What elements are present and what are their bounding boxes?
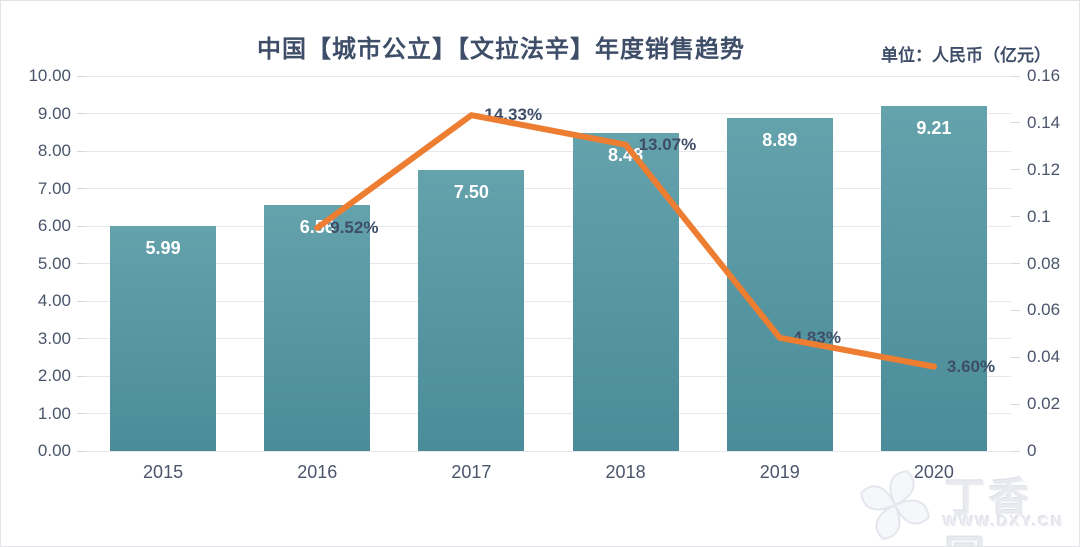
right-axis-tick-label: 0.04 [1027, 347, 1061, 367]
right-axis-tick-label: 0.14 [1027, 112, 1061, 132]
right-axis-tick-label: 0.08 [1027, 253, 1061, 273]
gridline [86, 375, 1011, 377]
right-axis-tick-label: 0.02 [1027, 394, 1061, 414]
right-axis-tick [1011, 263, 1020, 264]
left-axis-tick-label: 3.00 [37, 328, 71, 348]
bar-value-label: 8.89 [762, 129, 798, 150]
bar-2015 [110, 226, 217, 451]
gridline [86, 263, 1011, 264]
right-axis-tick-label: 0.16 [1027, 66, 1061, 85]
x-axis-label: 2020 [913, 462, 954, 482]
left-axis-tick-label: 0.00 [37, 441, 71, 460]
left-axis-tick [77, 375, 86, 377]
left-axis-tick [77, 188, 86, 189]
right-axis-tick-label: 0.12 [1027, 159, 1061, 179]
right-axis-tick [1011, 450, 1020, 452]
bar-value-label: 7.50 [453, 181, 489, 202]
left-axis-tick-label: 6.00 [37, 216, 71, 235]
watermark-brand: 丁香园 [945, 476, 1033, 546]
chart-title: 中国【城市公立】【文拉法辛】年度销售趋势 [257, 37, 745, 63]
growth-value-label: 9.52% [330, 217, 379, 237]
right-axis-tick-label: 0 [1027, 441, 1037, 460]
left-axis-tick [77, 338, 86, 339]
bar-value-label: 9.21 [916, 117, 952, 138]
left-axis-tick [77, 300, 86, 302]
growth-value-label: 3.60% [946, 356, 996, 376]
gridline [86, 150, 1011, 152]
watermark: 丁香园 WWW.DXY.CN [851, 463, 1076, 546]
right-axis-tick [1011, 356, 1020, 358]
bar-2020 [880, 105, 987, 451]
left-axis-tick [77, 113, 86, 114]
left-axis-tick-label: 5.00 [37, 253, 71, 273]
gridline [86, 450, 1011, 452]
watermark-url: WWW.DXY.CN [943, 513, 1064, 530]
left-axis-tick-label: 8.00 [37, 141, 71, 160]
x-axis-label: 2019 [759, 462, 800, 482]
gridline [86, 113, 1011, 114]
right-axis-tick [1011, 169, 1020, 171]
left-axis-tick [77, 413, 86, 414]
x-axis-label: 2015 [143, 462, 184, 482]
gridline [86, 300, 1011, 302]
gridline [86, 225, 1011, 227]
gridline [86, 413, 1011, 414]
left-axis-tick-label: 4.00 [37, 291, 71, 310]
right-axis-tick-label: 0.1 [1027, 206, 1051, 226]
right-axis-tick [1011, 216, 1020, 218]
left-axis-tick [77, 150, 86, 152]
gridline [86, 75, 1011, 77]
left-axis-tick [77, 450, 86, 452]
left-axis-tick-label: 7.00 [37, 178, 71, 198]
growth-value-label: 4.83% [792, 327, 841, 347]
right-axis-tick-label: 0.06 [1027, 300, 1061, 320]
growth-value-label: 14.33% [484, 105, 543, 125]
left-axis-tick-label: 1.00 [37, 403, 71, 423]
left-axis-tick-label: 10.00 [28, 66, 71, 85]
bar-value-label: 5.99 [145, 238, 181, 259]
right-axis-tick [1011, 75, 1020, 77]
x-axis-label: 2016 [297, 462, 338, 482]
x-axis-label: 2017 [451, 462, 492, 482]
gridline [86, 338, 1011, 339]
right-axis-tick [1011, 403, 1020, 405]
x-axis-label: 2018 [605, 462, 646, 482]
growth-value-label: 13.07% [638, 134, 697, 154]
gridline [86, 188, 1011, 189]
bar-2017 [418, 169, 525, 451]
unit-label: 单位：人民币（亿元） [881, 46, 1051, 65]
right-axis-tick [1011, 309, 1020, 311]
left-axis-tick [77, 263, 86, 264]
left-axis-tick [77, 225, 86, 227]
bar-2019 [726, 117, 833, 451]
dxy-clover-icon [860, 470, 930, 540]
bar-2018 [572, 133, 679, 451]
right-axis-tick [1011, 122, 1020, 124]
left-axis-tick-label: 9.00 [37, 103, 71, 123]
left-axis-tick [77, 75, 86, 77]
left-axis-tick-label: 2.00 [37, 366, 71, 385]
bar-2016 [264, 205, 371, 451]
